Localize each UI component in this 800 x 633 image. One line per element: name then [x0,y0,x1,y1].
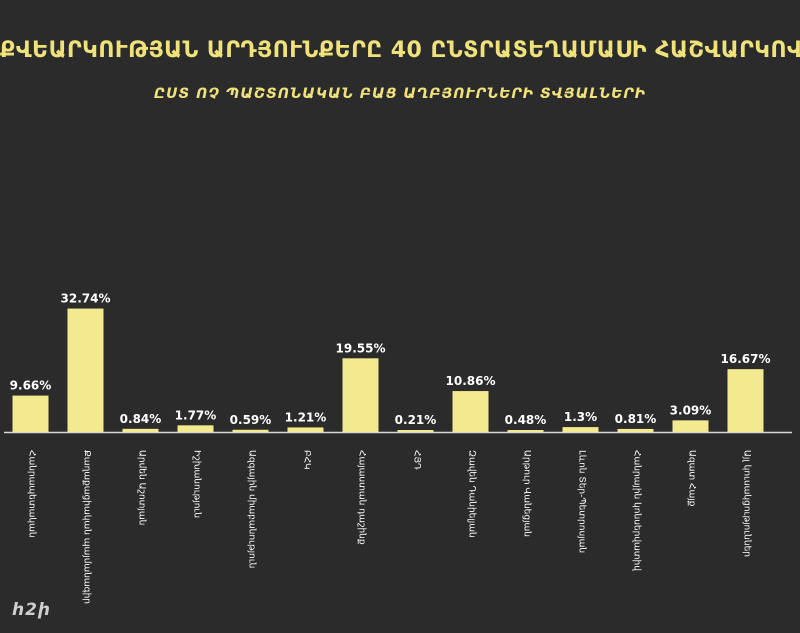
category-label: Քաղաքացիական պայմանագիր [82,450,92,604]
category-label: Արթուր Վանեցյան [522,450,532,537]
category-label: ՀՅԴ [412,450,422,470]
data-label: 0.21% [395,413,437,427]
data-label: 0.84% [120,412,162,426]
data-label: 32.74% [61,292,111,306]
bar [122,428,159,432]
data-label: 1.21% [285,410,327,424]
bar [727,369,764,432]
category-label: Լևոն Տեր-Պետրոսյան [577,450,587,553]
data-label: 10.86% [446,374,496,388]
bar [12,395,49,432]
bar [452,391,489,432]
data-label: 19.55% [336,341,386,355]
data-label: 0.48% [505,413,547,427]
category-label: Արմեն Աշոտյան [137,450,147,525]
chart-title: ՔՎԵԱՐԿՈՒԹՅԱՆ ԱՐԴՅՈՒՆՔԵՐԸ 40 ԸՆՏՐԱՏԵՂԱՄԱՍ… [0,38,800,63]
category-label: Իշխանություն [192,450,202,518]
bar [342,358,379,432]
data-label: 0.59% [230,413,272,427]
bar [177,425,214,432]
bar [397,430,434,432]
data-label: 3.09% [670,403,712,417]
bar [287,427,324,432]
bar [672,420,709,432]
category-label: ԲՀԿ [302,450,312,470]
category-label: Այլ կուսակցություններ [742,450,752,557]
category-label: Հայաստան դաշինք [357,450,367,545]
data-label: 0.81% [615,412,657,426]
data-label: 1.77% [175,408,217,422]
category-label: Ազգային միաբանություն [247,450,257,568]
brand-logo: h2ի [12,600,52,620]
chart-subtitle: ԸՍՏ ՈՉ ՊԱՇՏՈՆԱԿԱՆ ԲԱՑ ԱՂԲՅՈՒՐՆԵՐԻ ՏՎՅԱԼՆ… [153,86,647,102]
bar [507,430,544,432]
bar [562,427,599,432]
bar [617,428,654,432]
category-label: Հանրապետական [27,450,37,538]
bar [232,429,269,432]
category-label: Հանրային կոնսերվատիվ [632,450,642,571]
data-label: 16.67% [721,352,771,366]
data-label: 9.66% [10,379,52,393]
category-label: Զավեն Դանիելյան [467,450,477,538]
bar [67,308,104,432]
data-label: 1.3% [564,410,597,424]
category-label: Ազատ Հայք [687,450,697,507]
